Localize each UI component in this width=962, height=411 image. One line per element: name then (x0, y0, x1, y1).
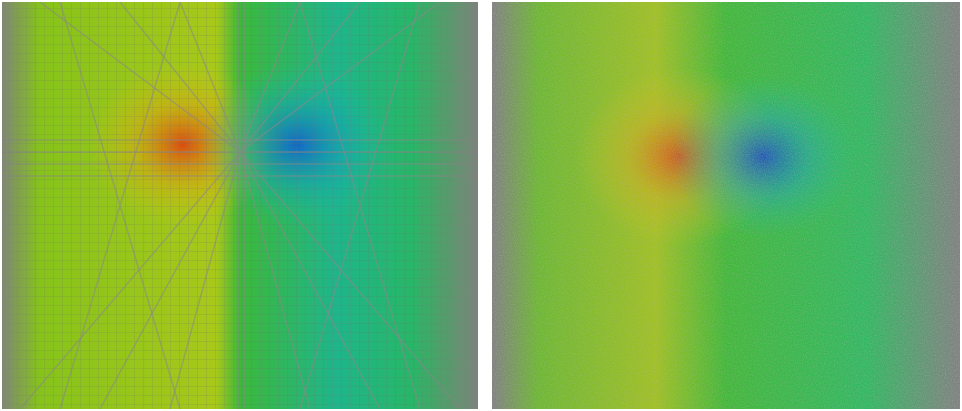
left-panel (2, 2, 478, 409)
right-panel (492, 2, 960, 409)
